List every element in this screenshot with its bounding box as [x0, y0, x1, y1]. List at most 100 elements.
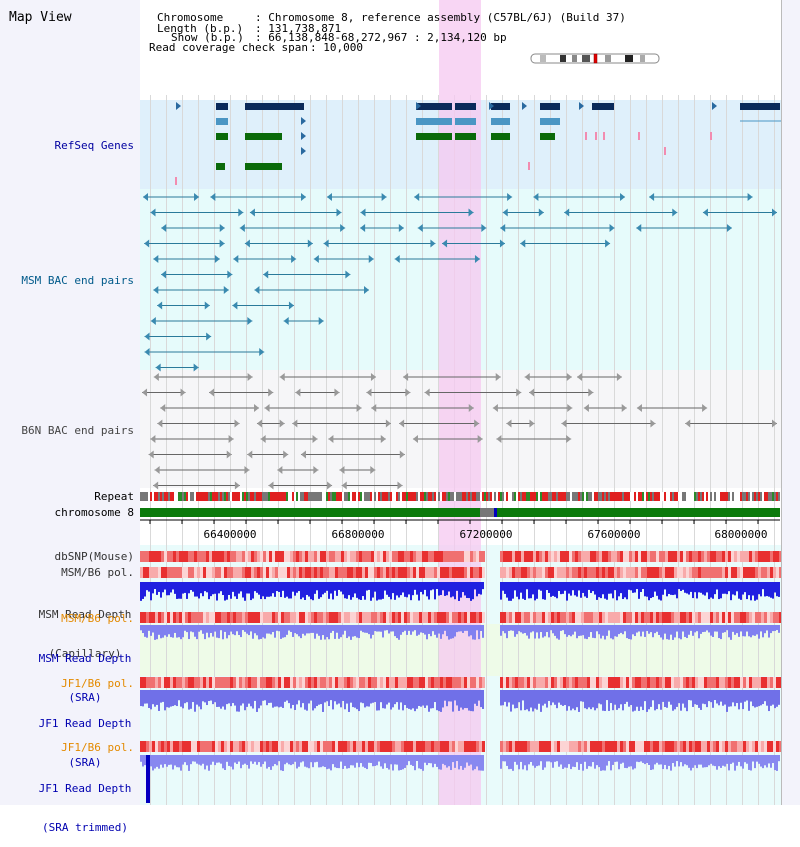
- msm-bac-label[interactable]: MSM BAC end pairs: [21, 274, 134, 287]
- read-depth-bar: [474, 582, 476, 590]
- polymorphism-cell: [377, 741, 380, 752]
- repeat-block: [318, 492, 320, 501]
- dbsnp-label[interactable]: dbSNP(Mouse): [54, 550, 134, 563]
- b6n-bac-end: [399, 450, 405, 459]
- repeat-block: [568, 492, 570, 501]
- msm-depth-sra-label[interactable]: MSM Read Depth (SRA): [30, 626, 140, 717]
- polymorphism-cell: [629, 567, 632, 578]
- polymorphism-cell: [653, 677, 656, 688]
- grid-line: [694, 95, 695, 805]
- read-depth-bar: [150, 755, 152, 767]
- repeat-block: [196, 492, 198, 501]
- jf1-depth-sra-label[interactable]: JF1 Read Depth (SRA): [30, 691, 140, 782]
- repeat-label[interactable]: Repeat: [94, 490, 134, 503]
- polymorphism-cell: [278, 567, 281, 578]
- polymorphism-cell: [506, 741, 509, 752]
- polymorphism-cell: [179, 677, 182, 688]
- refseq-gene: [416, 133, 452, 140]
- coverage-value: : 10,000: [310, 41, 363, 54]
- repeat-block: [324, 492, 326, 501]
- msm-depth-sra-line1: MSM Read Depth: [38, 652, 132, 665]
- read-depth-bar: [456, 582, 458, 591]
- polymorphism-cell: [200, 551, 203, 562]
- repeat-block: [240, 492, 242, 501]
- read-depth-bar: [766, 690, 768, 706]
- polymorphism-cell: [743, 567, 746, 578]
- read-depth-bar: [454, 690, 456, 701]
- polymorphism-cell: [569, 551, 572, 562]
- read-depth-bar: [646, 690, 648, 712]
- read-depth-bar: [198, 690, 200, 707]
- read-depth-bar: [396, 690, 398, 703]
- read-depth-bar: [202, 755, 204, 764]
- polymorphism-cell: [611, 741, 614, 752]
- b6n-bac-end: [260, 435, 266, 443]
- jf1-b6-pol-label[interactable]: JF1/B6 pol.: [61, 677, 134, 690]
- read-depth-bar: [304, 690, 306, 710]
- polymorphism-cell: [668, 741, 671, 752]
- repeat-block: [552, 492, 554, 501]
- polymorphism-cell: [344, 551, 347, 562]
- polymorphism-cell: [329, 677, 332, 688]
- polymorphism-cell: [482, 551, 485, 562]
- polymorphism-cell: [161, 741, 164, 752]
- read-depth-bar: [254, 625, 256, 634]
- read-depth-bar: [740, 625, 742, 632]
- repeat-block: [632, 492, 634, 501]
- b6n-bac-end: [397, 481, 403, 490]
- polymorphism-cell: [260, 612, 263, 623]
- polymorphism-cell: [197, 741, 200, 752]
- msm-b6-pol-label[interactable]: MSM/B6 pol.: [61, 566, 134, 579]
- jf1-b6-pol-label-2[interactable]: JF1/B6 pol.: [61, 741, 134, 754]
- read-depth-bar: [582, 625, 584, 636]
- b6n-bac-end: [292, 419, 298, 428]
- polymorphism-cell: [200, 612, 203, 623]
- b6n-bac-label[interactable]: B6N BAC end pairs: [21, 424, 134, 437]
- msm-depth-cap-label[interactable]: MSM Read Depth (Capillary): [30, 582, 140, 673]
- polymorphism-cell: [290, 677, 293, 688]
- read-depth-bar: [708, 690, 710, 702]
- polymorphism-cell: [695, 677, 698, 688]
- repeat-block: [430, 492, 432, 501]
- read-depth-bar: [370, 625, 372, 639]
- b6n-bac-end: [277, 466, 283, 474]
- polymorphism-cell: [554, 677, 557, 688]
- polymorphism-cell: [167, 612, 170, 623]
- read-depth-bar: [208, 690, 210, 702]
- read-depth-bar: [562, 582, 564, 594]
- chromosome-label[interactable]: chromosome 8: [54, 506, 134, 519]
- polymorphism-cell: [254, 567, 257, 578]
- read-depth-bar: [716, 582, 718, 590]
- read-depth-bar: [344, 625, 346, 631]
- polymorphism-cell: [668, 677, 671, 688]
- read-depth-bar: [520, 625, 522, 633]
- read-depth-bar: [308, 755, 310, 769]
- read-depth-bar: [320, 755, 322, 768]
- repeat-block: [334, 492, 336, 501]
- polymorphism-cell: [323, 612, 326, 623]
- right-scroll-edge[interactable]: [781, 0, 800, 805]
- polymorphism-cell: [557, 612, 560, 623]
- read-depth-bar: [698, 755, 700, 765]
- repeat-block: [658, 492, 660, 501]
- repeat-block: [346, 492, 348, 501]
- read-depth-bar: [466, 690, 468, 709]
- read-depth-bar: [458, 625, 460, 632]
- refseq-label[interactable]: RefSeq Genes: [54, 139, 134, 152]
- polymorphism-cell: [737, 677, 740, 688]
- polymorphism-cell: [287, 677, 290, 688]
- tracks-canvas[interactable]: [0, 0, 800, 805]
- chromosome-ideogram[interactable]: [530, 53, 660, 65]
- read-depth-bar: [152, 625, 154, 633]
- read-depth-bar: [576, 755, 578, 763]
- read-depth-bar: [650, 625, 652, 633]
- polymorphism-cell: [158, 677, 161, 688]
- read-depth-bar: [590, 625, 592, 633]
- repeat-block: [234, 492, 236, 501]
- read-depth-bar: [422, 625, 424, 633]
- repeat-block: [652, 492, 654, 501]
- polymorphism-cell: [626, 567, 629, 578]
- msm-b6-pol-label-2[interactable]: MSM/B6 pol.: [61, 612, 134, 625]
- polymorphism-cell: [620, 612, 623, 623]
- read-depth-bar: [764, 755, 766, 766]
